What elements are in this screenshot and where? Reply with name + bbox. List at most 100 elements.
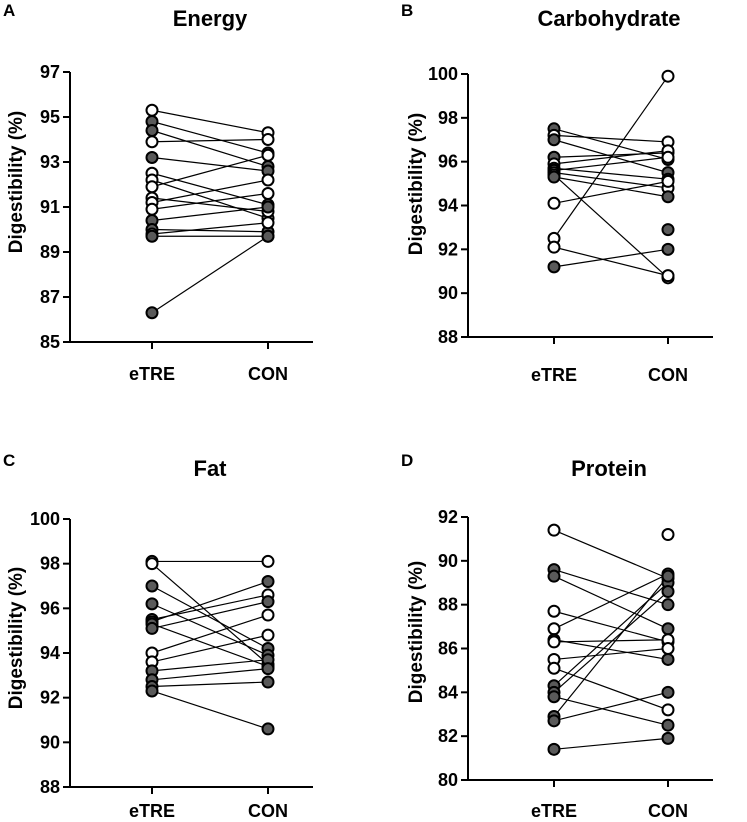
pair-line (151, 603, 269, 656)
y-tick-label: 88 (438, 595, 458, 615)
con-point (661, 569, 675, 583)
etre-point (547, 523, 561, 537)
pair-line (553, 582, 669, 687)
y-axis-label: Digestibility (%) (6, 567, 27, 710)
con-point (261, 554, 275, 568)
y-tick-label: 80 (438, 770, 458, 790)
y-tick-label: 89 (40, 242, 60, 262)
pair-line (151, 681, 269, 688)
x-tick-label: eTRE (531, 365, 577, 385)
pair-line (151, 580, 269, 623)
con-point (661, 622, 675, 636)
y-axis-label: Digestibility (%) (6, 111, 27, 254)
etre-point (145, 135, 159, 149)
con-point (261, 575, 275, 589)
x-tick-label: eTRE (531, 801, 577, 821)
panel-b: B Carbohydrate Digestibility (%) 88 90 92 9… (401, 1, 713, 385)
pair-line (553, 174, 669, 279)
etre-point (145, 202, 159, 216)
pair-line (553, 134, 669, 143)
y-tick-label: 88 (40, 777, 60, 797)
con-point (661, 242, 675, 256)
con-point (661, 703, 675, 717)
pair-line (553, 610, 669, 643)
pair-line (553, 667, 669, 711)
pair-line (553, 639, 669, 643)
etre-point (145, 597, 159, 611)
chart-title: Protein (571, 456, 647, 481)
panel-letter: C (3, 451, 15, 470)
y-tick-label: 90 (438, 283, 458, 303)
y-tick-label: 87 (40, 287, 60, 307)
y-tick-label: 88 (438, 327, 458, 347)
y-tick-label: 90 (40, 732, 60, 752)
con-point (261, 200, 275, 214)
pair-line (553, 75, 669, 239)
pair-line (151, 634, 269, 663)
pair-line (553, 152, 669, 158)
plot-area: 80 82 84 86 88 90 92 (438, 507, 713, 790)
etre-point (547, 690, 561, 704)
pair-line (553, 737, 669, 750)
con-point (261, 675, 275, 689)
etre-point (145, 151, 159, 164)
con-point (261, 173, 275, 187)
con-point (661, 731, 675, 745)
con-point (661, 598, 675, 612)
con-point (261, 148, 275, 162)
pair-line (151, 206, 269, 222)
y-axis-label: Digestibility (%) (406, 113, 427, 256)
chart-title: Fat (194, 456, 228, 481)
con-point (661, 642, 675, 655)
pair-line (151, 120, 269, 154)
pair-line (151, 659, 269, 672)
panel-c: C Fat Digestibility (%) 889092949698100 … (3, 451, 313, 821)
con-point (661, 269, 675, 283)
con-point (661, 69, 675, 83)
plot-area: 85 87 89 91 93 95 97 (40, 62, 313, 352)
x-tick-label: CON (248, 364, 288, 384)
etre-point (145, 103, 159, 117)
etre-point (547, 196, 561, 210)
y-tick-label: 92 (40, 688, 60, 708)
y-tick-label: 96 (40, 598, 60, 618)
etre-point (547, 260, 561, 274)
pair-line (151, 179, 269, 204)
x-tick-label: CON (648, 365, 688, 385)
con-point (261, 628, 275, 642)
pair-line (151, 172, 269, 206)
etre-point (547, 604, 561, 618)
y-tick-label: 98 (40, 554, 60, 574)
con-point (661, 190, 675, 204)
pair-line (553, 176, 669, 198)
panel-letter: B (401, 1, 413, 20)
con-point (661, 223, 675, 237)
panel-letter: A (3, 1, 15, 20)
con-point (261, 187, 275, 200)
x-tick-label: CON (248, 801, 288, 821)
y-tick-label: 82 (438, 726, 458, 746)
y-tick-label: 100 (428, 64, 458, 84)
plot-area: 88 90 92 94 96 98 100 (30, 509, 313, 797)
pair-line (553, 156, 669, 172)
pair-line (553, 246, 669, 277)
pair-line (151, 228, 269, 233)
etre-point (547, 569, 561, 583)
etre-point (547, 635, 561, 649)
con-point (261, 722, 275, 736)
pair-line (151, 690, 269, 730)
x-tick-label: eTRE (129, 801, 175, 821)
con-point (661, 585, 675, 599)
pair-line (151, 109, 269, 134)
pair-line (151, 585, 269, 650)
con-point (661, 528, 675, 542)
etre-point (145, 124, 159, 137)
etre-point (145, 180, 159, 194)
etre-point (547, 622, 561, 636)
con-point (261, 608, 275, 622)
pair-line (151, 156, 269, 172)
y-tick-label: 95 (40, 107, 60, 127)
pair-line (151, 235, 269, 314)
y-tick-label: 100 (30, 509, 60, 529)
etre-point (145, 579, 159, 593)
